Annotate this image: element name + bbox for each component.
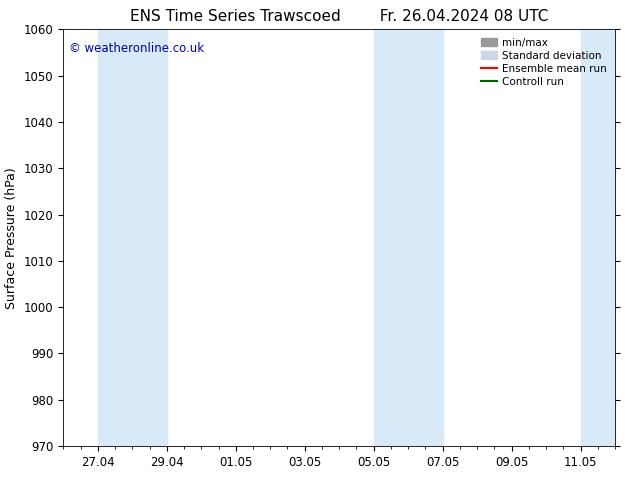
Title: ENS Time Series Trawscoed        Fr. 26.04.2024 08 UTC: ENS Time Series Trawscoed Fr. 26.04.2024… [130,9,548,24]
Bar [98,29,167,446]
Bar [373,29,443,446]
Y-axis label: Surface Pressure (hPa): Surface Pressure (hPa) [5,167,18,309]
Bar [581,29,615,446]
Legend: min/max, Standard deviation, Ensemble mean run, Controll run: min/max, Standard deviation, Ensemble me… [478,35,610,90]
Text: © weatheronline.co.uk: © weatheronline.co.uk [69,42,204,55]
